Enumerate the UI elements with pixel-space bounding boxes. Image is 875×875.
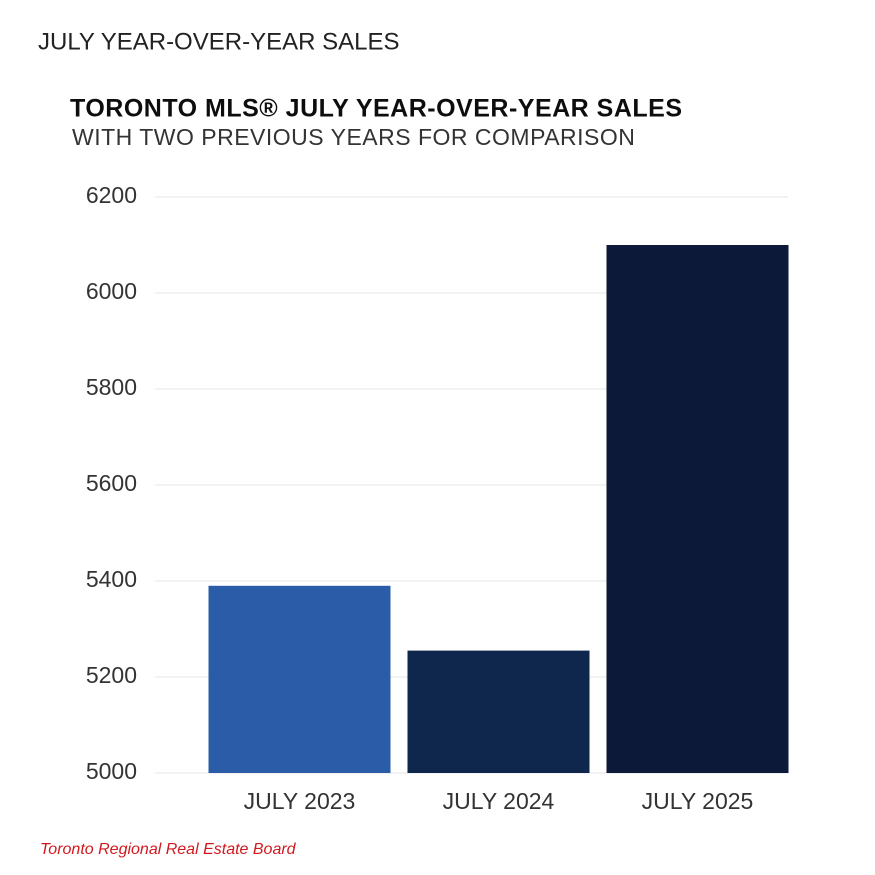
chart-subtitle: WITH TWO PREVIOUS YEARS FOR COMPARISON	[72, 124, 635, 150]
x-tick-label: JULY 2025	[642, 788, 754, 814]
x-tick-label: JULY 2024	[443, 788, 555, 814]
y-tick-label: 5800	[86, 374, 137, 400]
x-tick-label: JULY 2023	[244, 788, 356, 814]
bar	[407, 650, 590, 773]
y-tick-label: 5200	[86, 662, 137, 688]
bar	[208, 585, 391, 773]
y-tick-label: 6200	[86, 182, 137, 208]
page-title: JULY YEAR-OVER-YEAR SALES	[38, 28, 399, 55]
bar	[606, 245, 789, 773]
source: Toronto Regional Real Estate Board	[40, 841, 297, 858]
chart-title: TORONTO MLS® JULY YEAR-OVER-YEAR SALES	[70, 95, 683, 123]
y-tick-label: 5000	[86, 758, 137, 784]
y-tick-label: 6000	[86, 278, 137, 304]
y-tick-label: 5400	[86, 566, 137, 592]
y-tick-label: 5600	[86, 470, 137, 496]
